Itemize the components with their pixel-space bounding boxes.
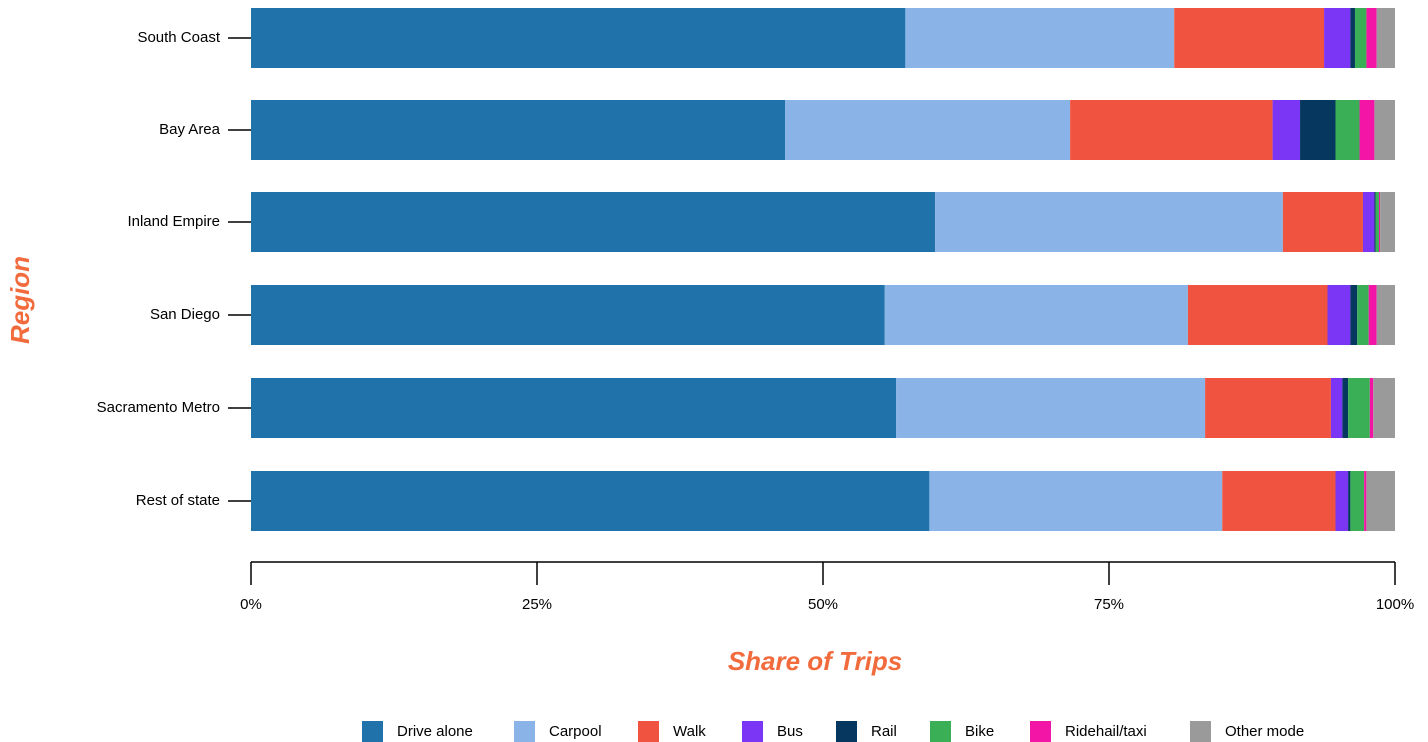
- bar-segment: [1369, 378, 1374, 438]
- bar-segment: [1378, 192, 1381, 252]
- bar-segment: [929, 471, 1223, 531]
- bar-segment: [1205, 378, 1331, 438]
- bar-segment: [1272, 100, 1301, 160]
- legend-label: Walk: [673, 723, 706, 740]
- legend-swatch: [742, 721, 763, 742]
- legend-swatch: [1190, 721, 1211, 742]
- bar-segment: [1348, 378, 1370, 438]
- bar-segment: [1342, 378, 1349, 438]
- bar-segment: [1359, 100, 1375, 160]
- bar-segment: [251, 8, 906, 68]
- bar-segment: [1335, 100, 1360, 160]
- bar-segment: [1375, 192, 1379, 252]
- legend-label: Drive alone: [397, 723, 473, 740]
- bar-segment: [1366, 8, 1377, 68]
- x-axis-title: Share of Trips: [728, 646, 902, 676]
- bar-segment: [896, 378, 1206, 438]
- legend-swatch: [836, 721, 857, 742]
- bar-segment: [1187, 285, 1328, 345]
- bar-segment: [1357, 285, 1369, 345]
- legend-swatch: [362, 721, 383, 742]
- bar-segment: [1330, 378, 1343, 438]
- bar-segment: [884, 285, 1188, 345]
- bar-segment: [1324, 8, 1351, 68]
- bar-segment: [905, 8, 1175, 68]
- y-tick-label: Sacramento Metro: [97, 399, 220, 416]
- y-axis-title: Region: [5, 256, 35, 344]
- x-tick-label: 100%: [1376, 596, 1414, 613]
- x-tick-label: 25%: [522, 596, 552, 613]
- bar-segment: [1348, 471, 1351, 531]
- legend-label: Ridehail/taxi: [1065, 723, 1147, 740]
- y-tick-label: San Diego: [150, 306, 220, 323]
- bar-segment: [1374, 192, 1376, 252]
- bar-segment: [1222, 471, 1336, 531]
- legend-label: Carpool: [549, 723, 602, 740]
- bar-segment: [1327, 285, 1351, 345]
- x-tick-label: 50%: [808, 596, 838, 613]
- bar-segment: [1354, 8, 1367, 68]
- legend-label: Rail: [871, 723, 897, 740]
- y-tick-label: Bay Area: [159, 121, 221, 138]
- bar-segment: [1070, 100, 1273, 160]
- bar-segment: [935, 192, 1283, 252]
- bar-segment: [251, 471, 930, 531]
- bar-segment: [251, 285, 885, 345]
- y-tick-label: South Coast: [137, 29, 220, 46]
- legend-swatch: [930, 721, 951, 742]
- bar-segment: [1366, 471, 1395, 531]
- bar-segment: [1174, 8, 1325, 68]
- bar-segment: [1350, 8, 1355, 68]
- legend-swatch: [1030, 721, 1051, 742]
- bar-segment: [1380, 192, 1395, 252]
- bar-segment: [251, 378, 897, 438]
- legend-swatch: [514, 721, 535, 742]
- legend-swatch: [638, 721, 659, 742]
- bar-segment: [1300, 100, 1336, 160]
- legend-label: Bike: [965, 723, 994, 740]
- bar-segment: [1335, 471, 1349, 531]
- y-tick-label: Rest of state: [136, 492, 220, 509]
- bar-segment: [1376, 285, 1395, 345]
- bar-segment: [1376, 8, 1395, 68]
- bar-segment: [1364, 471, 1367, 531]
- bar-segment: [1368, 285, 1377, 345]
- bar-segment: [785, 100, 1071, 160]
- bar-segment: [1373, 378, 1395, 438]
- bar-segment: [1350, 285, 1358, 345]
- bar-segment: [1362, 192, 1375, 252]
- bar-segment: [251, 192, 936, 252]
- x-tick-label: 0%: [240, 596, 262, 613]
- bar-segment: [251, 100, 786, 160]
- legend-label: Bus: [777, 723, 803, 740]
- y-tick-label: Inland Empire: [127, 213, 220, 230]
- bar-segment: [1282, 192, 1363, 252]
- bar-segment: [1350, 471, 1365, 531]
- bar-segment: [1374, 100, 1395, 160]
- legend-label: Other mode: [1225, 723, 1304, 740]
- x-tick-label: 75%: [1094, 596, 1124, 613]
